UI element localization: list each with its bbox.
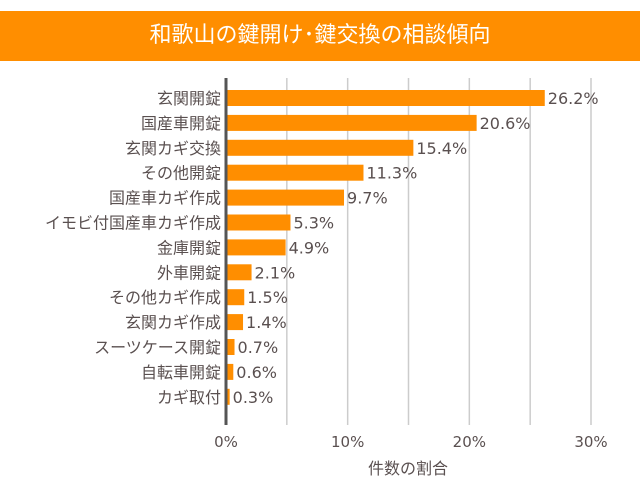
bar [226, 239, 286, 256]
value-label: 2.1% [255, 263, 296, 282]
bar [226, 339, 235, 355]
bar [226, 289, 245, 306]
value-label: 5.3% [293, 214, 334, 233]
value-label: 26.2% [548, 89, 599, 108]
category-label: 金庫開錠 [157, 238, 221, 257]
bar [226, 139, 414, 156]
value-label: 1.5% [247, 288, 288, 307]
bar [226, 214, 291, 231]
x-axis-label: 件数の割合 [368, 459, 448, 478]
value-label: 20.6% [480, 114, 531, 133]
x-tick-label: 0% [214, 433, 238, 451]
value-label: 9.7% [347, 189, 388, 208]
category-label: 自転車開錠 [141, 363, 221, 382]
value-label: 0.7% [238, 338, 279, 357]
value-label: 15.4% [416, 139, 467, 158]
category-label: 玄関開錠 [157, 89, 221, 108]
bar [226, 363, 234, 380]
category-label: スーツケース開錠 [94, 338, 221, 357]
value-label: 11.3% [366, 164, 417, 183]
value-label: 0.3% [233, 388, 274, 407]
bar [226, 264, 252, 281]
category-label: 玄関カギ交換 [125, 139, 221, 158]
category-label: カギ取付 [157, 388, 221, 407]
value-label: 1.4% [246, 313, 287, 332]
category-label: 国産車開錠 [141, 114, 221, 133]
x-tick-label: 10% [331, 433, 364, 451]
bar [226, 114, 477, 131]
category-label: その他開錠 [141, 164, 221, 183]
category-label: 外車開錠 [157, 263, 221, 282]
bar [226, 388, 230, 405]
category-label: 玄関カギ作成 [125, 313, 221, 332]
value-label: 0.6% [236, 363, 277, 382]
bar [226, 164, 364, 181]
value-label: 4.9% [289, 238, 330, 257]
chart-title: 和歌山の鍵開け･鍵交換の相談傾向 [0, 11, 640, 61]
category-label: 国産車カギ作成 [109, 189, 221, 208]
bar [226, 189, 345, 206]
category-label: イモビ付国産車カギ作成 [45, 214, 221, 233]
category-label: その他カギ作成 [109, 288, 221, 307]
x-tick-label: 30% [574, 433, 607, 451]
bar [226, 90, 545, 106]
x-tick-label: 20% [453, 433, 486, 451]
bar [226, 314, 244, 331]
